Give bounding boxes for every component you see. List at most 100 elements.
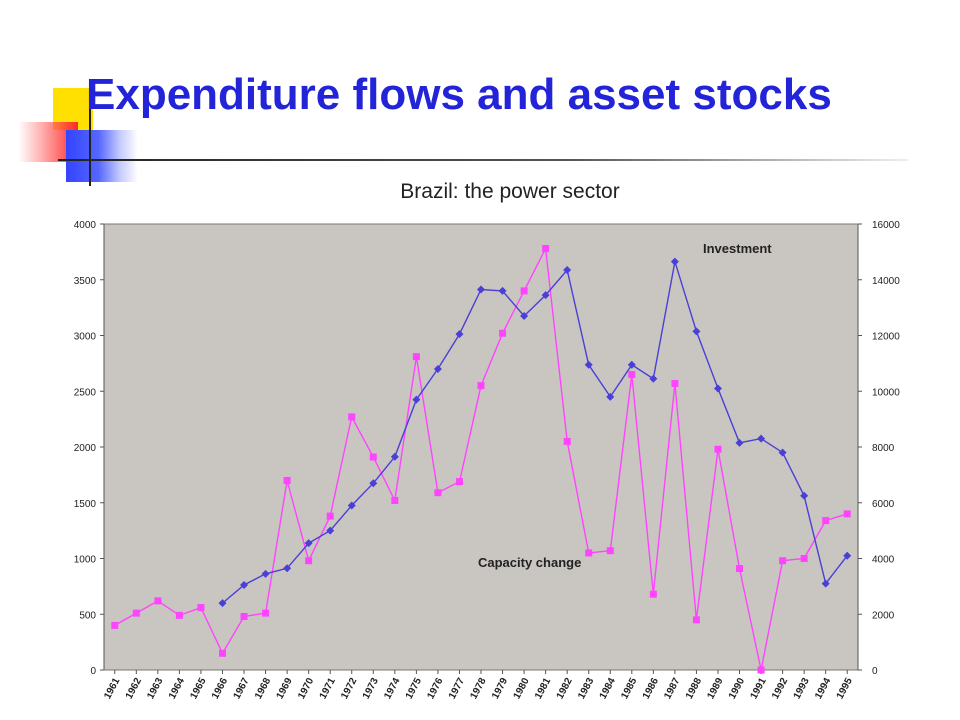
capacity-change-point <box>305 557 313 565</box>
right-axis-tick-label: 0 <box>872 666 878 677</box>
investment-point <box>283 564 292 573</box>
x-axis-tick-label: 1975 <box>404 676 424 701</box>
x-axis-tick-label: 1966 <box>210 676 230 701</box>
right-axis-tick-label: 2000 <box>872 610 895 621</box>
x-axis-tick-label: 1973 <box>361 676 381 701</box>
investment-point <box>240 580 249 589</box>
x-axis-tick-label: 1972 <box>339 676 359 701</box>
right-axis-tick-label: 6000 <box>872 499 895 510</box>
investment-point <box>757 434 766 443</box>
capacity-change-point <box>499 329 507 337</box>
investment-line <box>222 261 848 604</box>
capacity-change-point <box>455 478 463 486</box>
capacity-change-point <box>736 565 744 573</box>
page-title: Expenditure flows and asset stocks <box>86 70 832 119</box>
x-axis-tick-label: 1995 <box>835 676 855 701</box>
x-axis-tick-label: 1962 <box>124 676 144 701</box>
investment-point <box>369 479 378 488</box>
investment-point <box>412 395 421 404</box>
capacity-change-point <box>520 287 528 295</box>
x-axis-tick-label: 1970 <box>296 676 316 701</box>
capacity-change-point <box>326 512 334 520</box>
decor-blue-square <box>66 130 138 182</box>
right-axis-tick-label: 10000 <box>872 387 900 398</box>
investment-point <box>563 265 572 274</box>
investment-point <box>778 448 787 457</box>
x-axis-tick-label: 1994 <box>813 676 833 701</box>
investment-point <box>713 384 722 393</box>
x-axis-tick-label: 1992 <box>770 676 790 701</box>
left-axis-tick-label: 2000 <box>74 443 97 454</box>
left-axis-tick-label: 0 <box>90 666 96 677</box>
x-axis-tick-label: 1964 <box>167 676 187 701</box>
capacity-change-point <box>692 616 700 624</box>
x-axis-tick-label: 1986 <box>641 676 661 701</box>
right-axis-tick-label: 8000 <box>872 443 895 454</box>
left-axis-tick-label: 2500 <box>74 387 97 398</box>
capacity-change-point <box>671 379 679 387</box>
capacity-change-point <box>240 612 248 620</box>
investment-point <box>821 579 830 588</box>
x-axis-tick-label: 1963 <box>145 676 165 701</box>
capacity-change-point <box>563 437 571 445</box>
investment-point <box>627 360 636 369</box>
capacity-change-point <box>283 476 291 484</box>
x-axis-tick-label: 1981 <box>533 676 553 701</box>
capacity-change-point <box>154 597 162 605</box>
capacity-change-point <box>757 666 765 674</box>
plot-area <box>103 223 859 671</box>
x-axis-tick-label: 1976 <box>425 676 445 701</box>
title-underline <box>58 159 908 161</box>
capacity-change-point <box>348 413 356 421</box>
right-axis-tick-label: 16000 <box>872 220 900 231</box>
capacity-change-point <box>585 549 593 557</box>
right-axis-tick-label: 4000 <box>872 555 895 566</box>
capacity-change-point <box>628 371 636 379</box>
x-axis-tick-label: 1991 <box>749 676 769 701</box>
x-axis-tick-label: 1993 <box>792 676 812 701</box>
investment-point <box>670 257 679 266</box>
x-axis-tick-label: 1983 <box>576 676 596 701</box>
x-axis-tick-label: 1990 <box>727 676 747 701</box>
left-axis-tick-label: 4000 <box>74 220 97 231</box>
investment-point <box>326 526 335 535</box>
decor-vertical-line <box>89 82 91 186</box>
capacity-change-point <box>606 547 614 555</box>
x-axis-tick-label: 1984 <box>598 676 618 701</box>
x-axis-tick-label: 1980 <box>512 676 532 701</box>
capacity-change-point <box>111 621 119 629</box>
capacity-change-point <box>822 517 830 525</box>
capacity-change-point <box>197 604 205 612</box>
chart-subtitle: Brazil: the power sector <box>400 180 620 203</box>
capacity-change-point <box>412 353 420 361</box>
right-axis-tick-label: 12000 <box>872 332 900 343</box>
capacity-change-point <box>218 649 226 657</box>
x-axis-tick-label: 1985 <box>619 676 639 701</box>
capacity-change-point <box>175 611 183 619</box>
investment-point <box>649 374 658 383</box>
x-axis-tick-label: 1979 <box>490 676 510 701</box>
x-axis-tick-label: 1978 <box>468 676 488 701</box>
capacity-change-point <box>262 609 270 617</box>
x-axis-tick-label: 1974 <box>382 676 402 701</box>
capacity-change-point <box>649 590 657 598</box>
right-axis-tick-label: 14000 <box>872 276 900 287</box>
x-axis-tick-label: 1968 <box>253 676 273 701</box>
capacity-change-point <box>132 609 140 617</box>
capacity-change-point <box>714 445 722 453</box>
investment-point <box>304 539 313 548</box>
capacity-change-point <box>369 453 377 461</box>
investment-point <box>520 311 529 320</box>
investment-point <box>606 392 615 401</box>
x-axis-tick-label: 1977 <box>447 676 467 701</box>
investment-point <box>347 501 356 510</box>
x-axis-tick-label: 1987 <box>662 676 682 701</box>
investment-point <box>800 491 809 500</box>
capacity-change-point <box>779 557 787 565</box>
left-axis-tick-label: 1000 <box>74 555 97 566</box>
capacity-change-point <box>800 555 808 562</box>
investment-point <box>477 285 485 294</box>
investment-point <box>390 452 399 461</box>
x-axis-tick-label: 1989 <box>705 676 725 701</box>
